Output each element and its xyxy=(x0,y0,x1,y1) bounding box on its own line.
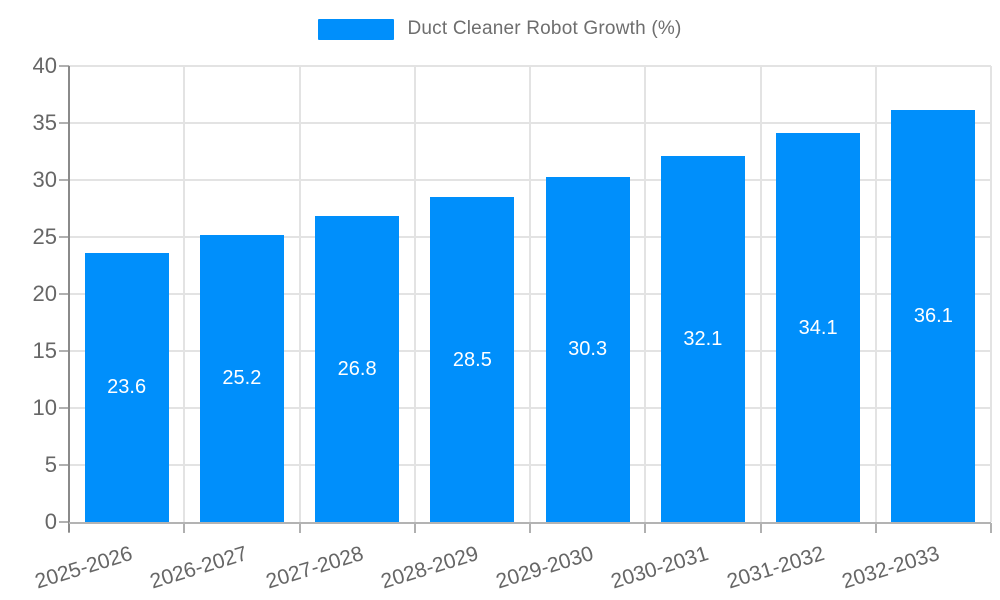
y-axis-tick xyxy=(59,407,69,409)
y-axis-tick xyxy=(59,464,69,466)
y-axis-tick xyxy=(59,293,69,295)
x-axis-tick-label: 2031-2032 xyxy=(724,542,827,594)
bar-value-label: 28.5 xyxy=(452,348,492,371)
bar[interactable] xyxy=(776,133,861,522)
bar[interactable] xyxy=(660,156,745,522)
y-axis-tick-label: 10 xyxy=(32,395,57,420)
x-axis-tick xyxy=(529,523,531,533)
y-axis-tick-label: 0 xyxy=(44,509,57,534)
bar-value-label: 36.1 xyxy=(913,305,953,328)
x-axis-tick xyxy=(298,523,301,533)
bar-value-label: 25.2 xyxy=(222,367,262,390)
x-axis-tick xyxy=(874,523,877,533)
y-axis-tick-label: 5 xyxy=(44,452,57,477)
bar[interactable] xyxy=(430,197,515,522)
x-axis-tick-label: 2025-2026 xyxy=(32,542,136,594)
y-axis-tick xyxy=(59,236,69,238)
y-axis-tick-label: 25 xyxy=(32,224,57,249)
bar-value-label: 34.1 xyxy=(798,316,838,339)
x-axis-tick xyxy=(644,523,647,533)
gridline-vertical xyxy=(990,66,992,522)
legend-label: Duct Cleaner Robot Growth (%) xyxy=(407,18,682,39)
bar[interactable] xyxy=(891,110,976,522)
bar[interactable] xyxy=(199,234,284,522)
y-axis-tick xyxy=(59,521,69,523)
x-axis-tick xyxy=(759,523,762,533)
legend-swatch-icon xyxy=(318,18,395,40)
gridline-vertical xyxy=(874,66,877,522)
x-axis-tick-label: 2027-2028 xyxy=(263,542,366,594)
bar[interactable] xyxy=(315,216,400,522)
gridline-vertical xyxy=(644,66,647,522)
x-axis-tick-label: 2028-2029 xyxy=(378,542,482,594)
y-axis-line xyxy=(68,66,70,532)
bar[interactable] xyxy=(84,252,169,522)
x-axis-tick xyxy=(413,523,416,533)
gridline-vertical xyxy=(759,66,762,522)
x-axis-tick-label: 2032-2033 xyxy=(839,542,943,594)
x-axis-tick-label: 2029-2030 xyxy=(493,542,597,594)
bar-value-label: 23.6 xyxy=(107,376,147,399)
bar-value-label: 30.3 xyxy=(568,338,608,361)
y-axis-tick-label: 15 xyxy=(32,338,57,363)
y-axis-tick xyxy=(59,122,69,124)
y-axis-tick xyxy=(59,350,69,352)
gridline-vertical xyxy=(529,66,531,522)
y-axis-tick xyxy=(59,179,69,181)
y-axis-tick-label: 40 xyxy=(32,53,57,78)
gridline-vertical xyxy=(183,66,186,522)
x-axis-tick xyxy=(990,523,992,533)
y-axis-tick-label: 30 xyxy=(32,167,57,192)
y-axis-tick xyxy=(59,65,69,67)
x-axis-tick-label: 2030-2031 xyxy=(608,542,712,594)
legend: Duct Cleaner Robot Growth (%) xyxy=(0,18,1000,40)
x-axis-tick-label: 2026-2027 xyxy=(147,542,251,594)
gridline-vertical xyxy=(298,66,301,522)
bar[interactable] xyxy=(545,176,630,522)
y-axis-tick-label: 20 xyxy=(32,281,57,306)
x-axis-line xyxy=(69,522,991,524)
y-axis-tick-label: 35 xyxy=(32,110,57,135)
bar-value-label: 32.1 xyxy=(683,328,723,351)
x-axis-tick xyxy=(183,523,186,533)
gridline-vertical xyxy=(413,66,416,522)
legend-item[interactable]: Duct Cleaner Robot Growth (%) xyxy=(318,18,681,40)
bar-value-label: 26.8 xyxy=(337,358,377,381)
